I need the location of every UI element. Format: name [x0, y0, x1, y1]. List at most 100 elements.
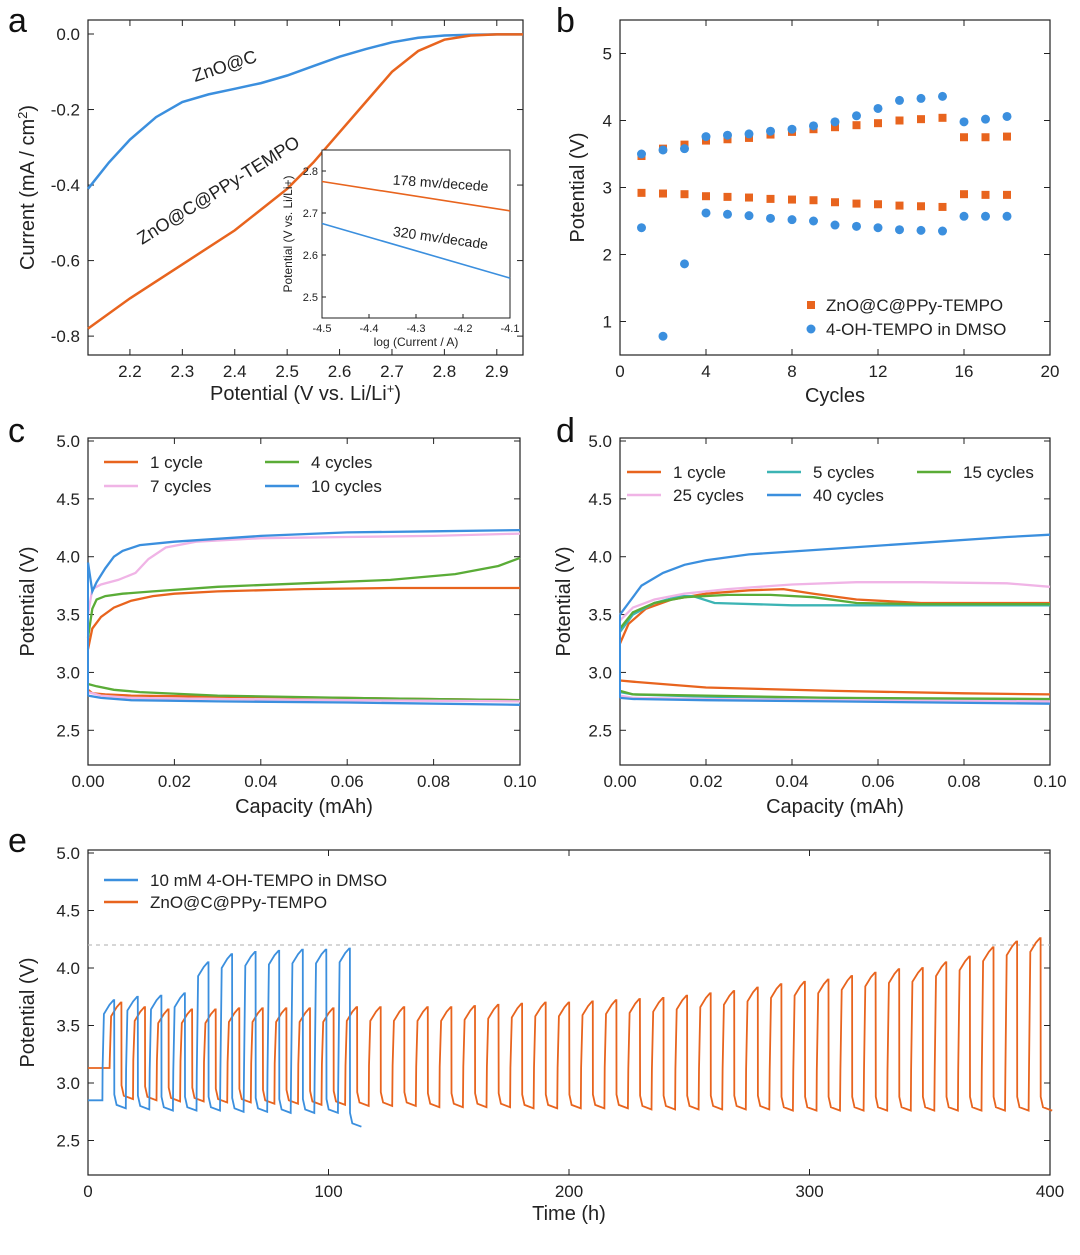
- panel-c-xtick-label: 0.06: [331, 772, 364, 791]
- panel-a-inset-ytick-label: 2.8: [303, 166, 318, 178]
- panel-b-point-blue: [895, 95, 904, 105]
- panel-a-inset-frame: [321, 149, 511, 319]
- panel-b-xtick-label: 8: [787, 362, 796, 381]
- panel-b-legend-label: 4-OH-TEMPO in DMSO: [826, 320, 1006, 339]
- panel-b-point-orange: [981, 133, 990, 142]
- panel-c-xtick-label: 0.00: [71, 772, 104, 791]
- panel-b-point-blue: [959, 117, 969, 127]
- panel-letter-b: b: [556, 2, 575, 40]
- panel-b-point-blue: [981, 211, 990, 221]
- panel-d-ytick-label: 3.0: [588, 663, 612, 682]
- panel-a-inset-xtick-label: -4.2: [454, 323, 473, 335]
- panel-d-ytick-label: 4.5: [588, 490, 612, 509]
- panel-b-point-orange: [852, 199, 861, 208]
- panel-d-ytick-label: 5.0: [588, 432, 612, 451]
- panel-b-point-blue: [1002, 111, 1012, 121]
- panel-b-ytick-label: 5: [603, 45, 612, 64]
- panel-b-point-blue: [787, 215, 797, 225]
- panel-b-point-blue: [809, 121, 818, 131]
- panel-a-inset-xlabel: log (Current / A): [374, 335, 459, 349]
- panel-d-legend-label: 25 cycles: [673, 486, 744, 505]
- panel-b-point-blue: [873, 223, 883, 233]
- panel-e-ytick-label: 5.0: [56, 844, 80, 863]
- panel-d-ytick-label: 3.5: [588, 606, 612, 625]
- panel-b-point-blue: [830, 117, 840, 127]
- panel-b-point-orange: [637, 188, 646, 197]
- panel-letter-d: d: [556, 412, 575, 450]
- panel-d-discharge-pink: [619, 694, 1051, 703]
- panel-a-inset-ytick-label: 2.5: [303, 292, 318, 304]
- panel-c-charge-orange: [86, 586, 520, 650]
- panel-d-ytick-label: 4.0: [588, 548, 612, 567]
- panel-b-legend-marker: [806, 324, 816, 334]
- panel-d-legend-label: 40 cycles: [813, 486, 884, 505]
- panel-b-ytick-label: 1: [603, 313, 612, 332]
- panel-b-point-blue: [766, 126, 775, 136]
- panel-b-point-blue: [959, 211, 969, 221]
- panel-a-ytick-label: -0.4: [51, 176, 80, 195]
- panel-b-point-blue: [680, 144, 689, 154]
- panel-b-xlabel: Cycles: [805, 385, 865, 407]
- panel-a-ytick-label: -0.6: [51, 252, 80, 271]
- panel-a-inset-annotation: 178 mv/decede: [392, 172, 489, 195]
- panel-b-point-orange: [745, 193, 753, 202]
- panel-e-ytick-label: 4.0: [56, 959, 80, 978]
- panel-b-point-blue: [852, 221, 861, 231]
- panel-b-point-blue: [938, 91, 947, 101]
- panel-b-point-orange: [938, 202, 947, 211]
- panel-b-legend-marker: [807, 301, 815, 309]
- panel-d-xtick-label: 0.02: [689, 772, 722, 791]
- panel-a-inset-xtick-label: -4.5: [313, 323, 332, 335]
- panel-e-ytick-label: 2.5: [56, 1132, 80, 1151]
- panel-c-legend-label: 1 cycle: [150, 453, 203, 472]
- panel-c-legend-label: 4 cycles: [311, 453, 372, 472]
- panel-b-point-blue: [637, 149, 646, 159]
- panel-letter-c: c: [8, 412, 25, 450]
- panel-a-inset-xtick-label: -4.4: [360, 323, 379, 335]
- panel-b-point-blue: [1002, 211, 1012, 221]
- panel-a-inset-ytick-label: 2.6: [303, 250, 318, 262]
- panel-e-xtick-label: 200: [555, 1182, 583, 1201]
- panel-b-point-orange: [809, 196, 818, 205]
- panel-d-discharge-green: [619, 689, 1051, 701]
- panel-b-point-orange: [680, 190, 689, 199]
- panel-a-ytick-label: -0.2: [51, 101, 80, 120]
- panel-b-point-blue: [701, 208, 711, 218]
- panel-a-xtick-label: 2.5: [275, 362, 299, 381]
- panel-b-point-orange: [874, 119, 882, 128]
- panel-e-ytick-label: 3.5: [56, 1017, 80, 1036]
- panel-b-point-blue: [744, 129, 754, 139]
- panel-b-ytick-label: 4: [603, 112, 612, 131]
- panel-a-xtick-label: 2.9: [485, 362, 509, 381]
- panel-d-charge-orange: [618, 587, 1050, 644]
- panel-c-charge-blue: [86, 528, 521, 596]
- panel-d-charge-green: [619, 593, 1050, 630]
- panel-c-ytick-label: 4.0: [56, 548, 80, 567]
- panel-d-charge-pink: [619, 581, 1051, 622]
- panel-b-point-orange: [981, 190, 990, 199]
- panel-b-ytick-label: 3: [603, 179, 612, 198]
- panel-c-xtick-label: 0.04: [244, 772, 277, 791]
- panel-a-inset-ylabel: Potential (V vs. Li/Li+): [281, 175, 295, 292]
- panel-c-discharge-blue: [87, 694, 521, 706]
- panel-d-xtick-label: 0.00: [603, 772, 636, 791]
- panel-c-ytick-label: 3.5: [56, 606, 80, 625]
- panel-e-xtick-label: 100: [314, 1182, 342, 1201]
- panel-d-discharge-orange: [619, 679, 1051, 696]
- panel-d-xtick-label: 0.08: [947, 772, 980, 791]
- panel-a-xtick-label: 2.2: [118, 362, 142, 381]
- panel-a-inset-line-blue: [321, 222, 511, 279]
- panel-b-point-blue: [830, 220, 840, 230]
- panel-b-point-orange: [917, 115, 925, 124]
- panel-d-ytick-label: 2.5: [588, 721, 612, 740]
- panel-b-xtick-label: 20: [1041, 362, 1060, 381]
- panel-b-ylabel: Potential (V): [567, 132, 589, 242]
- panel-b-point-orange: [895, 201, 904, 210]
- panel-a-xtick-label: 2.6: [328, 362, 352, 381]
- panel-d-charge-teal: [619, 594, 1050, 633]
- panel-b-point-blue: [809, 216, 818, 226]
- panel-c-discharge-green: [87, 682, 521, 702]
- panel-e-xtick-label: 300: [795, 1182, 823, 1201]
- panel-b-point-blue: [873, 103, 883, 113]
- panel-d-legend-label: 15 cycles: [963, 463, 1034, 482]
